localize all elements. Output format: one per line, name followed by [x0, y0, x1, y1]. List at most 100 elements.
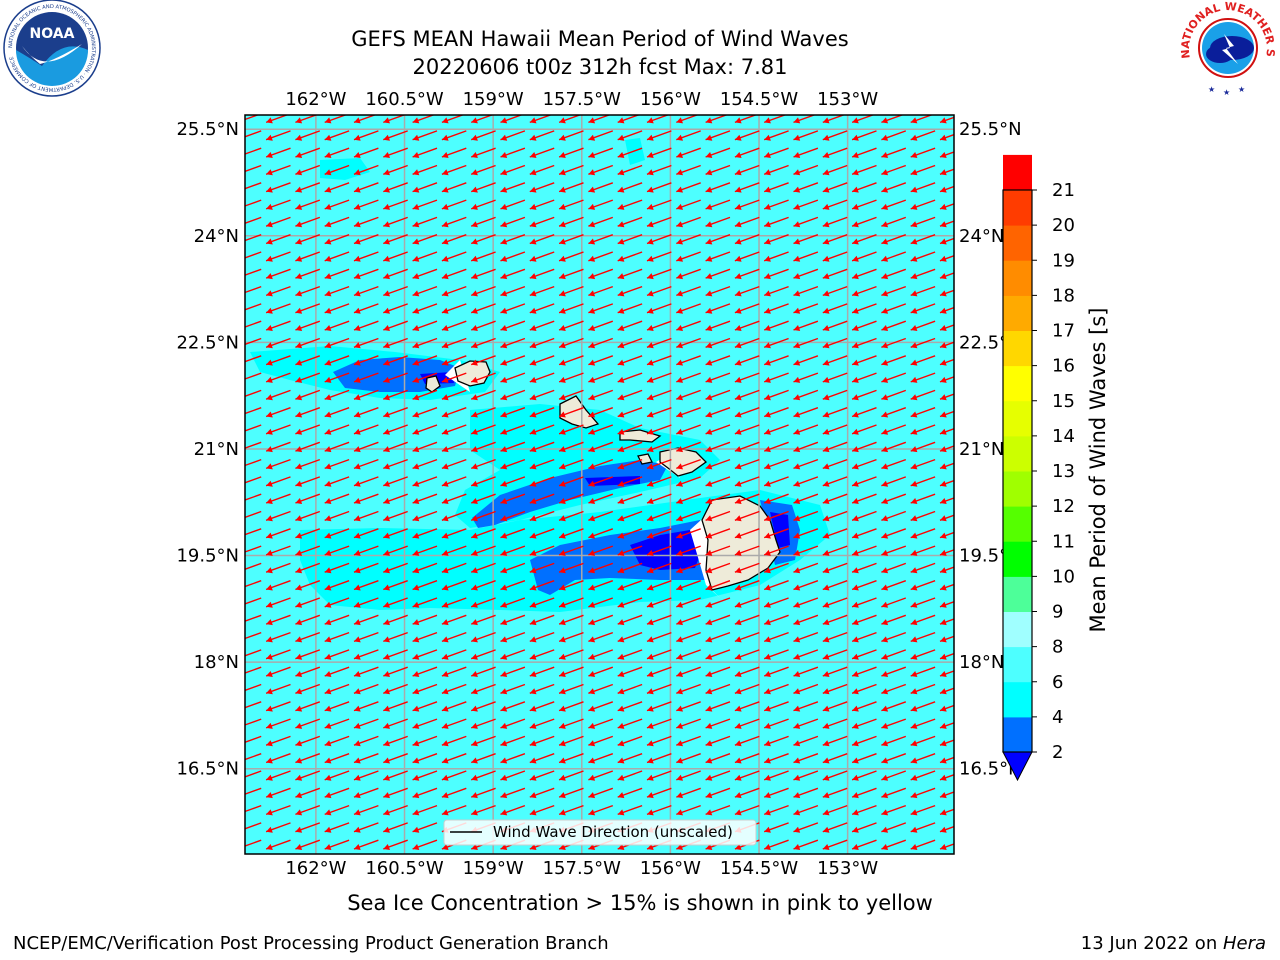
- direction-arrow: [245, 303, 262, 311]
- nws-logo: NATIONAL WEATHER SERVICE ★ ★ ★: [1179, 0, 1277, 97]
- direction-arrow: [470, 649, 496, 660]
- direction-arrow: [734, 701, 760, 712]
- direction-arrow: [383, 164, 408, 176]
- direction-arrow: [500, 804, 526, 816]
- direction-arrow: [734, 372, 760, 383]
- direction-arrow: [646, 631, 672, 643]
- lon-tick-label: 156°W: [640, 89, 701, 110]
- direction-arrow: [500, 372, 526, 383]
- direction-arrow: [324, 597, 350, 608]
- direction-arrow: [558, 580, 584, 591]
- direction-arrow: [646, 130, 672, 141]
- direction-arrow: [558, 199, 584, 210]
- direction-arrow: [470, 683, 496, 695]
- direction-arrow: [734, 389, 760, 401]
- direction-arrow: [851, 130, 877, 141]
- direction-arrow: [939, 843, 954, 850]
- direction-arrow: [558, 424, 584, 435]
- direction-arrow: [324, 631, 350, 643]
- direction-arrow: [353, 787, 379, 799]
- direction-arrow: [470, 355, 496, 366]
- direction-arrow: [734, 164, 760, 176]
- direction-arrow: [470, 407, 496, 418]
- direction-arrow: [851, 320, 877, 331]
- direction-arrow: [353, 493, 379, 504]
- direction-arrow: [734, 493, 760, 504]
- direction-arrow: [705, 372, 731, 383]
- direction-arrow: [763, 476, 789, 487]
- direction-arrow: [646, 614, 672, 626]
- direction-arrow: [910, 701, 936, 712]
- direction-arrow: [295, 320, 321, 331]
- legend-label: Wind Wave Direction (unscaled): [493, 823, 733, 841]
- direction-arrow: [588, 718, 614, 729]
- direction-arrow: [822, 303, 848, 314]
- direction-arrow: [851, 666, 877, 677]
- direction-arrow: [324, 735, 350, 747]
- direction-arrow: [676, 458, 701, 470]
- direction-arrow: [558, 182, 584, 193]
- direction-arrow: [793, 476, 819, 487]
- direction-arrow: [676, 337, 701, 349]
- direction-arrow: [412, 545, 438, 556]
- direction-arrow: [558, 268, 584, 280]
- direction-arrow: [676, 683, 701, 695]
- direction-arrow: [324, 303, 350, 314]
- direction-arrow: [939, 306, 954, 314]
- direction-arrow: [881, 597, 907, 608]
- direction-arrow: [617, 182, 643, 193]
- direction-arrow: [324, 441, 350, 453]
- direction-arrow: [324, 285, 350, 297]
- direction-arrow: [588, 804, 614, 816]
- colorbar-tick-label: 11: [1052, 531, 1075, 552]
- direction-arrow: [295, 822, 321, 833]
- direction-arrow: [881, 164, 907, 176]
- direction-arrow: [910, 804, 936, 816]
- direction-arrow: [734, 199, 760, 210]
- direction-arrow: [500, 216, 526, 228]
- direction-arrow: [500, 735, 526, 747]
- direction-arrow: [851, 580, 877, 591]
- direction-arrow: [441, 199, 467, 210]
- direction-arrow: [529, 199, 555, 210]
- direction-arrow: [500, 614, 526, 626]
- direction-arrow: [441, 441, 467, 453]
- direction-arrow: [412, 701, 438, 712]
- direction-arrow: [822, 216, 848, 228]
- direction-arrow: [910, 424, 936, 435]
- direction-arrow: [265, 251, 291, 262]
- direction-arrow: [939, 825, 954, 833]
- direction-arrow: [558, 631, 584, 643]
- direction-arrow: [245, 510, 262, 519]
- direction-arrow: [851, 545, 877, 556]
- direction-arrow: [245, 441, 262, 449]
- map-frame: [244, 114, 955, 855]
- direction-arrow: [793, 822, 819, 833]
- direction-arrow: [353, 216, 379, 228]
- direction-arrow: [822, 839, 848, 850]
- colorbar-tick-label: 6: [1052, 672, 1063, 693]
- direction-arrow: [441, 476, 467, 487]
- direction-arrow: [383, 476, 408, 487]
- direction-arrow: [441, 545, 467, 556]
- direction-arrow: [245, 164, 262, 173]
- direction-arrow: [412, 458, 438, 470]
- direction-arrow: [734, 649, 760, 660]
- direction-arrow: [353, 407, 379, 418]
- direction-arrow: [646, 216, 672, 228]
- lon-tick-label: 156°W: [640, 858, 701, 879]
- direction-arrow: [617, 268, 643, 280]
- title-line-1: GEFS MEAN Hawaii Mean Period of Wind Wav…: [351, 27, 849, 51]
- direction-arrow: [763, 251, 789, 262]
- direction-arrow: [646, 441, 672, 453]
- direction-arrow: [383, 147, 408, 158]
- direction-arrow: [470, 130, 496, 141]
- direction-arrow: [705, 424, 731, 435]
- direction-arrow: [676, 355, 701, 366]
- direction-arrow: [295, 649, 321, 660]
- direction-arrow: [793, 130, 819, 141]
- direction-arrow: [412, 735, 438, 747]
- direction-arrow: [353, 804, 379, 816]
- direction-arrow: [441, 787, 467, 799]
- lon-tick-label: 154.5°W: [720, 89, 799, 110]
